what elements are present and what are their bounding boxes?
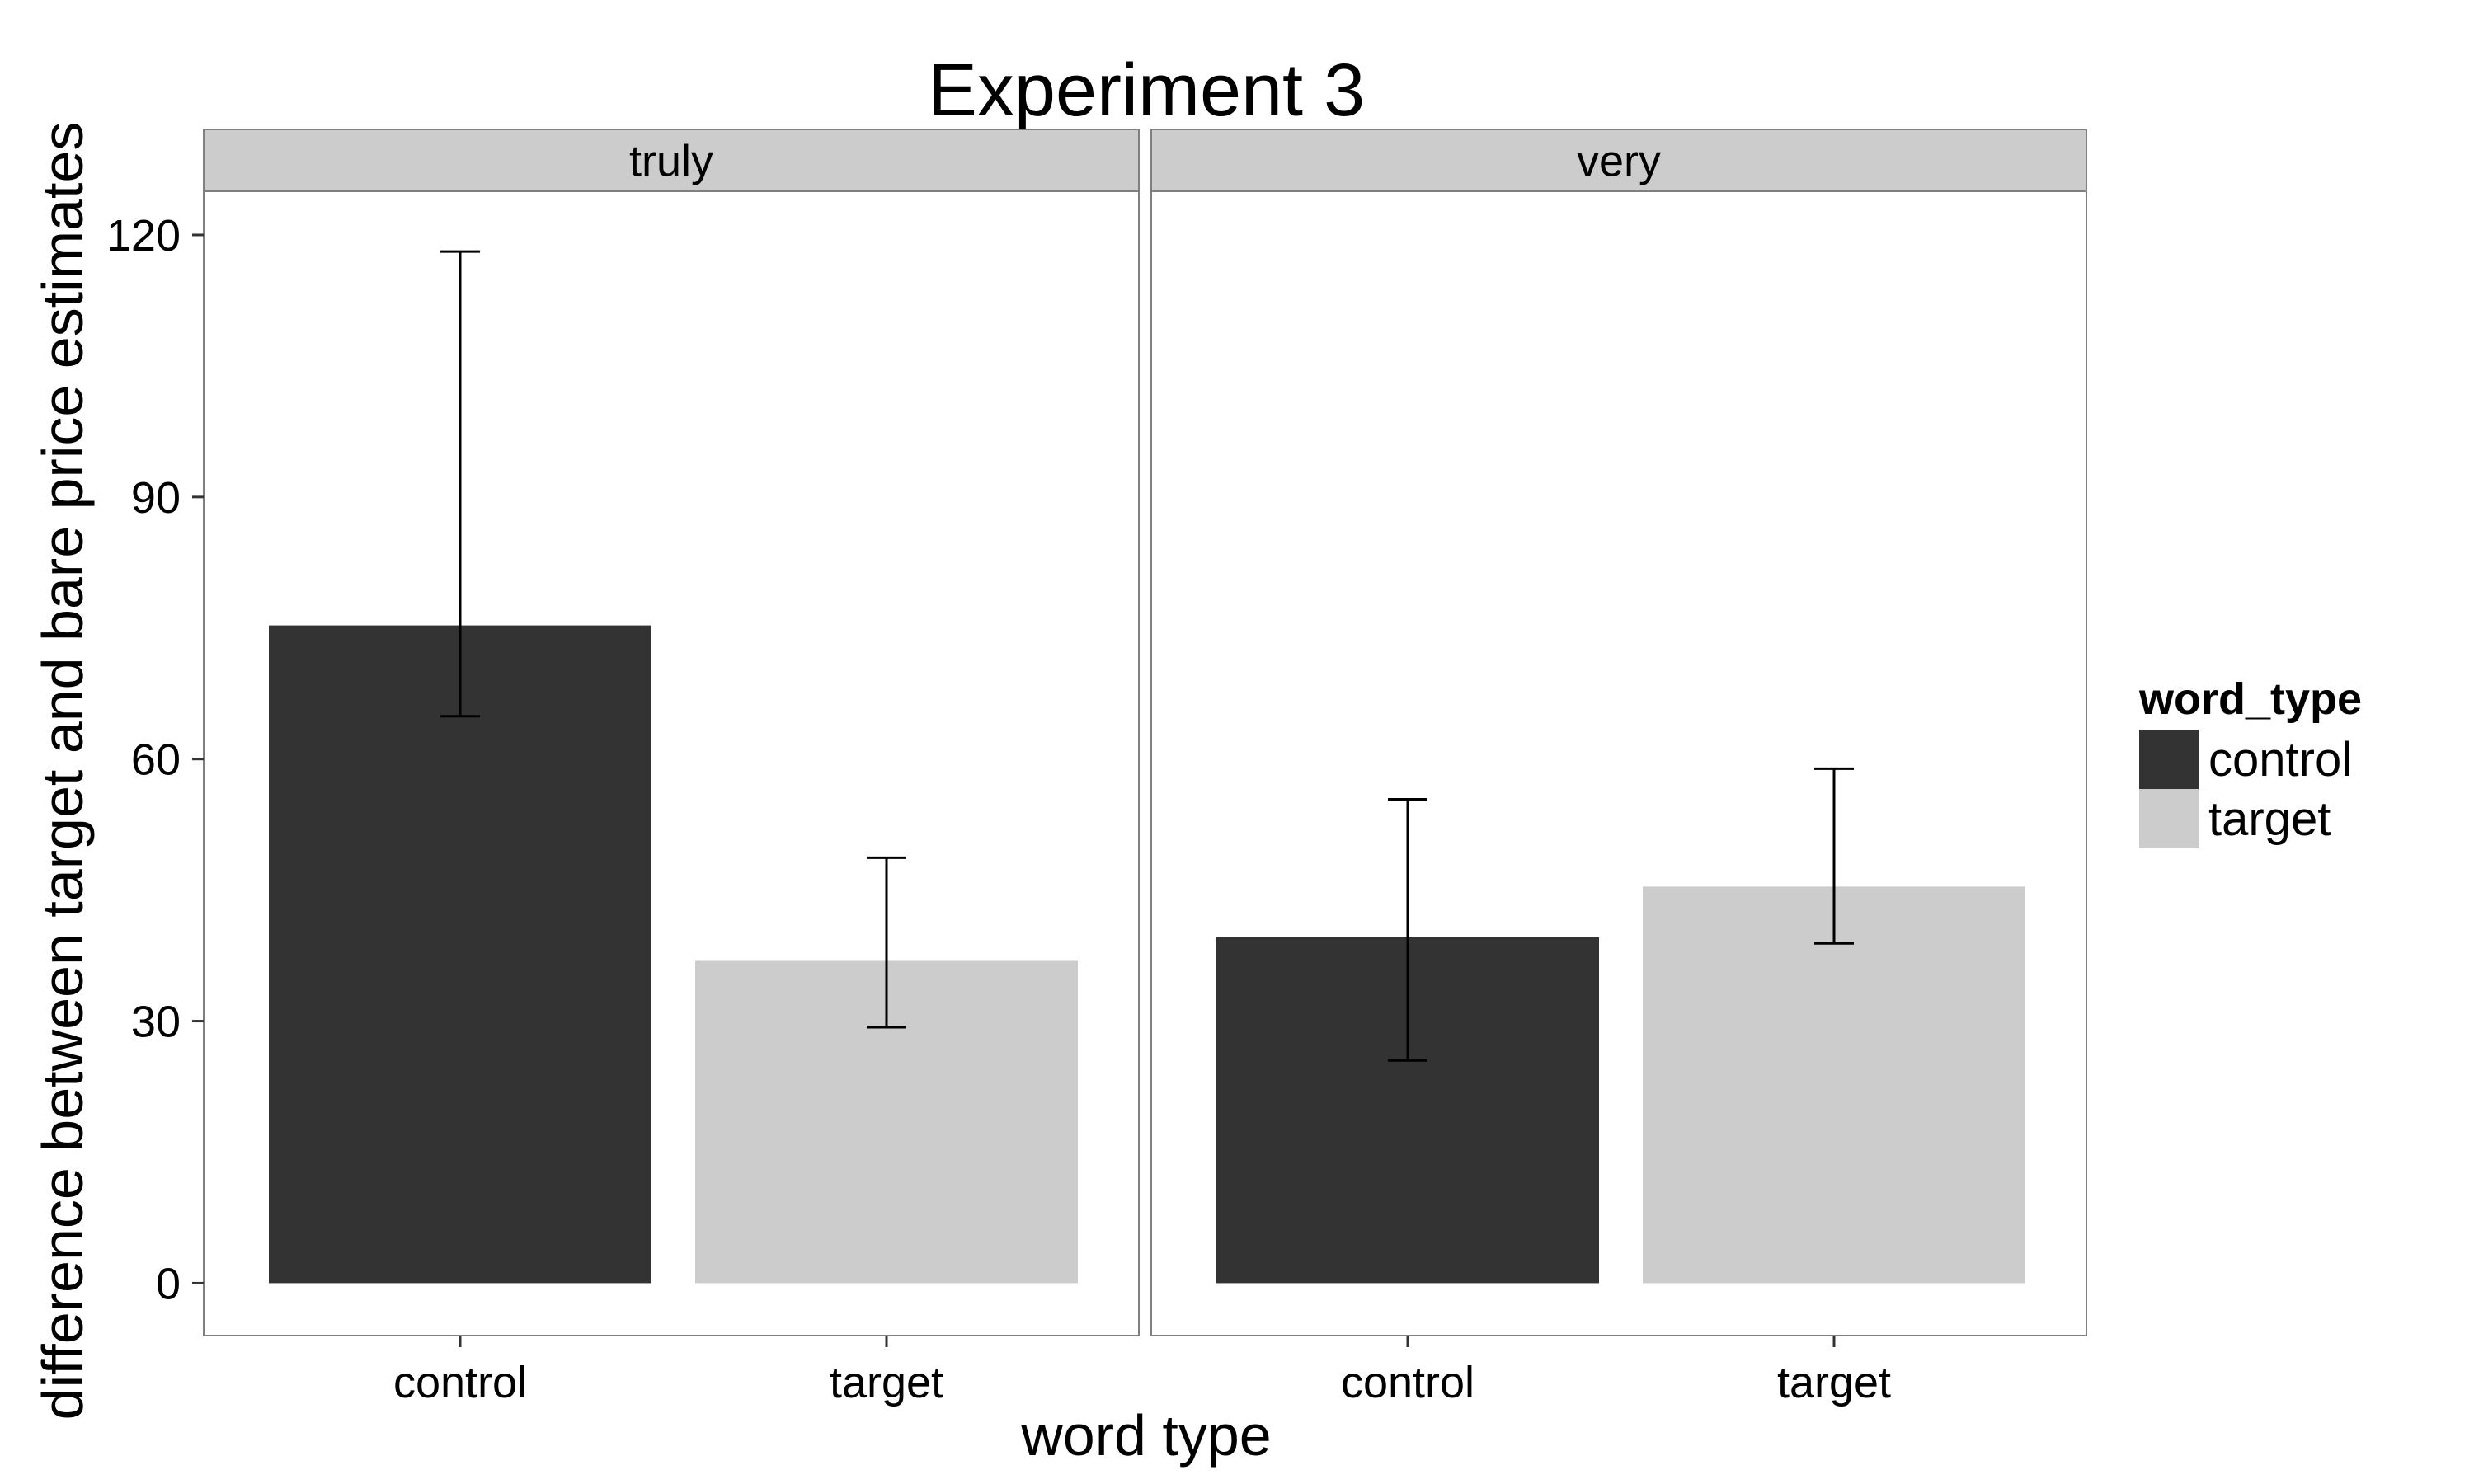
legend-key-target: [2139, 789, 2199, 848]
y-tick-label: 60: [131, 735, 181, 785]
error-bar-truly-control: [440, 250, 480, 718]
facet-strip-very: [1150, 129, 2087, 192]
facet-strip-label: truly: [629, 137, 713, 186]
y-tick-label: 30: [131, 998, 181, 1047]
bar-very-target: [1643, 886, 2025, 1284]
facet-strip-label: very: [1577, 137, 1661, 186]
y-tick-label: 90: [131, 473, 181, 523]
x-tick-label-target: target: [830, 1358, 943, 1407]
error-bar-very-control: [1388, 797, 1427, 1062]
legend-title: word_type: [2138, 674, 2362, 724]
facet-panels: truly control target very control target: [203, 129, 2087, 1407]
y-tick-label: 0: [156, 1259, 181, 1308]
legend-key-control: [2139, 730, 2199, 789]
x-tick-label-control: control: [1341, 1358, 1475, 1407]
error-bar-truly-target: [867, 856, 906, 1029]
y-axis-title: difference between target and bare price…: [31, 122, 95, 1421]
x-tick-label-target: target: [1777, 1358, 1891, 1407]
error-bar-very-target: [1814, 767, 1854, 945]
legend-label-target: target: [2208, 792, 2331, 846]
facet-strip-truly: [203, 129, 1140, 192]
facet-panel-very: very control target: [1150, 129, 2087, 1407]
x-axis-title: word type: [1020, 1403, 1271, 1468]
y-tick-label: 120: [106, 211, 181, 261]
facet-panel-truly: truly control target: [203, 129, 1140, 1407]
y-axis: 0 30 60 90 120: [106, 211, 204, 1308]
x-tick-label-control: control: [393, 1358, 527, 1407]
legend-label-control: control: [2208, 733, 2352, 787]
chart-title: Experiment 3: [928, 49, 1365, 132]
bar-truly-control: [269, 625, 651, 1284]
